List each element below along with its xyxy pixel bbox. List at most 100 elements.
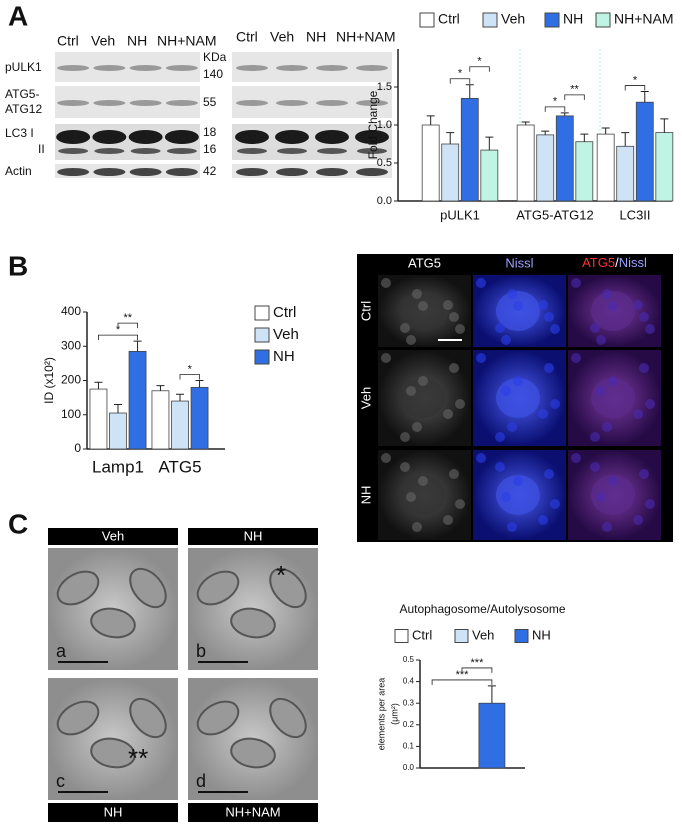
nucleus xyxy=(455,399,465,409)
y-tick-label: 0 xyxy=(74,441,81,455)
nucleus xyxy=(596,335,606,345)
blot-strip xyxy=(55,164,200,178)
lane-label: NH xyxy=(127,33,147,49)
nucleus xyxy=(590,462,600,472)
significance-label: * xyxy=(477,56,482,68)
nucleus xyxy=(495,462,505,472)
nucleus xyxy=(412,522,422,532)
y-tick-label: 0.5 xyxy=(403,655,415,664)
panel-label: C xyxy=(8,508,28,539)
error-bar xyxy=(621,132,630,147)
nucleus xyxy=(449,312,459,322)
bar xyxy=(171,400,189,450)
blot-band xyxy=(93,65,126,71)
blot-band xyxy=(236,168,268,176)
blot-band xyxy=(316,168,348,176)
legend-swatch xyxy=(454,629,469,643)
em-header: NH xyxy=(244,528,263,543)
nucleus xyxy=(412,422,422,432)
panel-letter: c xyxy=(56,771,65,791)
blot-band xyxy=(316,65,348,71)
blot-band xyxy=(356,65,388,71)
nucleus xyxy=(544,312,554,322)
organelle xyxy=(90,737,136,769)
x-tick-label: Lamp1 xyxy=(92,457,144,476)
nucleus xyxy=(507,522,517,532)
nucleus xyxy=(538,515,548,525)
nucleus xyxy=(538,300,548,310)
blot-row-label: pULK1 xyxy=(5,60,42,74)
bar xyxy=(655,132,674,202)
nucleus xyxy=(639,363,649,373)
panel-label: A xyxy=(8,0,28,31)
nucleus xyxy=(455,324,465,334)
lane-label: NH xyxy=(306,29,326,45)
error-bar xyxy=(114,403,122,414)
nucleus xyxy=(590,432,600,442)
nucleus xyxy=(449,363,459,373)
y-tick-label: 100 xyxy=(61,407,81,421)
nucleus xyxy=(400,462,410,472)
error-bar xyxy=(580,133,589,142)
bar xyxy=(460,98,479,202)
organelle xyxy=(196,570,240,606)
kda-label: 55 xyxy=(203,95,217,109)
legend-swatch xyxy=(254,327,270,343)
organelle xyxy=(230,607,276,639)
blot-band xyxy=(316,100,348,106)
organelle xyxy=(269,697,307,739)
panel-label: B xyxy=(8,250,28,281)
error-bar xyxy=(521,121,530,125)
blot-band xyxy=(317,148,347,154)
nucleus xyxy=(443,300,453,310)
nucleus xyxy=(501,386,511,396)
blot-band xyxy=(356,100,388,106)
chart-title: Autophagosome/Autolysosome xyxy=(399,602,565,616)
cell-body xyxy=(496,475,540,515)
x-tick-label: LC3II xyxy=(619,207,650,222)
nucleus xyxy=(400,432,410,442)
blot-band xyxy=(93,168,126,176)
bar xyxy=(128,350,147,450)
legend-swatch xyxy=(514,629,529,643)
x-tick-label: ATG5-ATG12 xyxy=(516,207,594,222)
blot-band xyxy=(165,168,198,176)
panel-letter: b xyxy=(196,641,206,661)
lane-label: Ctrl xyxy=(236,29,258,45)
lane-label: NH+NAM xyxy=(157,33,217,49)
panel-letter: d xyxy=(196,771,206,791)
legend-swatch xyxy=(595,12,611,28)
nucleus xyxy=(538,409,548,419)
bar xyxy=(480,149,499,202)
nucleus xyxy=(501,335,511,345)
bar xyxy=(478,702,506,769)
blot-band xyxy=(166,148,197,154)
blot-band xyxy=(237,148,267,154)
blot-band xyxy=(164,130,199,144)
blot-band xyxy=(129,100,162,106)
column-header: ATG5 xyxy=(408,255,441,270)
error-bar xyxy=(485,136,494,151)
error-bar xyxy=(560,112,569,116)
em-footer: NH+NAM xyxy=(225,804,280,819)
significance-bracket xyxy=(179,374,200,380)
nucleus xyxy=(602,422,612,432)
footer-bar xyxy=(188,803,318,822)
em-marker: * xyxy=(276,560,286,590)
nucleus xyxy=(513,301,523,311)
legend-label: Veh xyxy=(273,326,299,343)
nucleus xyxy=(602,522,612,532)
legend-swatch xyxy=(544,12,560,28)
nucleus xyxy=(406,492,416,502)
blot-band xyxy=(276,65,308,71)
cell-body xyxy=(591,475,635,515)
organelle xyxy=(269,567,307,609)
nucleus xyxy=(381,278,391,288)
header-bar xyxy=(48,528,178,545)
header-part: ATG5 xyxy=(582,255,615,270)
bar xyxy=(635,101,654,202)
error-bar xyxy=(133,340,142,352)
nucleus xyxy=(608,376,618,386)
lane-label: Veh xyxy=(270,29,294,45)
blot-band xyxy=(129,168,162,176)
